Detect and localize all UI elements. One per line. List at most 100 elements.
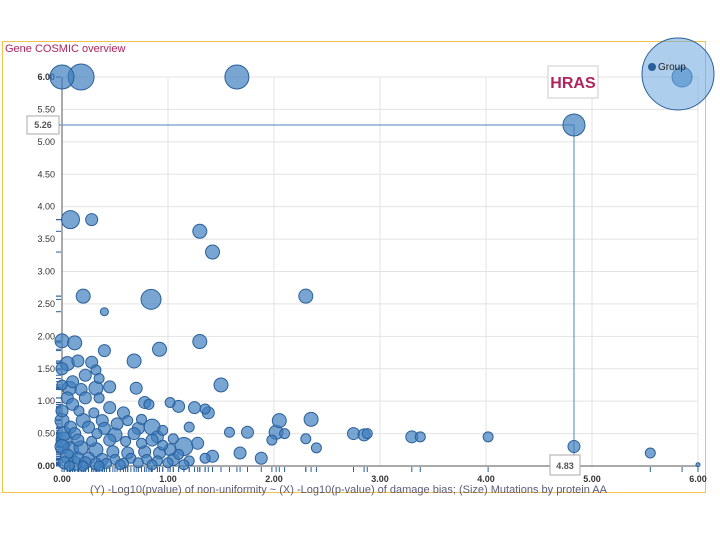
data-point[interactable] (63, 460, 75, 472)
panel-title: Gene COSMIC overview (5, 43, 126, 55)
data-point[interactable] (199, 403, 211, 415)
data-point[interactable] (167, 433, 179, 445)
data-point[interactable] (71, 433, 85, 447)
data-point[interactable] (132, 457, 144, 469)
data-point[interactable] (77, 460, 89, 472)
x-axis-title: (Y) -Log10(pvalue) of non-uniformity ~ (… (90, 484, 607, 496)
data-point[interactable] (188, 401, 201, 415)
data-point[interactable] (91, 428, 103, 440)
data-point[interactable] (122, 415, 134, 427)
data-point[interactable] (279, 428, 291, 440)
data-point[interactable] (85, 213, 99, 227)
data-point[interactable] (55, 404, 69, 418)
legend-size-bubble (641, 37, 715, 111)
data-point[interactable] (110, 417, 124, 431)
data-point[interactable] (191, 436, 205, 450)
data-point[interactable] (99, 307, 109, 317)
highlight-label-bg (547, 65, 599, 99)
data-point[interactable] (114, 459, 126, 471)
data-point[interactable] (300, 433, 312, 445)
data-point[interactable] (157, 424, 169, 436)
data-point[interactable] (103, 380, 117, 394)
data-point[interactable] (93, 372, 105, 384)
data-point[interactable] (224, 64, 250, 90)
data-point[interactable] (567, 440, 581, 454)
data-point[interactable] (97, 344, 111, 358)
axes: 0.00 1.00 2.00 3.00 4.00 5.00 6.00 0.00 0.50 1.00… (37, 72, 706, 484)
data-point[interactable] (66, 375, 80, 389)
data-point[interactable] (103, 401, 117, 415)
data-point[interactable] (145, 433, 159, 447)
data-point[interactable] (146, 459, 158, 471)
data-point[interactable] (60, 210, 80, 230)
data-point[interactable] (414, 431, 426, 443)
data-point[interactable] (136, 437, 147, 449)
data-point[interactable] (71, 354, 85, 368)
data-point[interactable] (199, 452, 211, 464)
y-tick-label: 3.00 (37, 267, 55, 277)
data-point[interactable] (223, 426, 235, 438)
data-point[interactable] (266, 434, 278, 446)
data-point[interactable] (140, 288, 162, 310)
y-tick-label: 2.00 (37, 331, 55, 341)
data-point[interactable] (73, 405, 85, 417)
highlight-y-value-box: 5.26 (26, 115, 60, 135)
data-point[interactable] (695, 462, 701, 468)
data-point[interactable] (103, 433, 117, 447)
y-tick-label: 0.00 (37, 461, 55, 471)
data-point[interactable] (482, 431, 494, 443)
data-point[interactable] (127, 427, 141, 441)
data-point[interactable] (129, 381, 143, 395)
data-point[interactable] (93, 392, 105, 404)
y-tick-label: 4.50 (37, 169, 55, 179)
data-point[interactable] (183, 421, 195, 433)
data-point[interactable] (55, 362, 69, 376)
legend[interactable]: Group (641, 37, 715, 111)
data-point[interactable] (205, 244, 221, 260)
data-point[interactable] (86, 435, 98, 447)
data-point[interactable] (126, 353, 142, 369)
data-point[interactable] (78, 391, 92, 405)
data-points[interactable] (49, 63, 701, 472)
data-point[interactable] (88, 407, 100, 419)
data-point[interactable] (298, 288, 314, 304)
x-tick-label: 2.00 (265, 474, 283, 484)
data-point[interactable] (233, 446, 247, 460)
data-point[interactable] (56, 379, 68, 391)
data-point[interactable] (136, 413, 147, 425)
data-point[interactable] (162, 457, 174, 469)
data-point[interactable] (120, 435, 132, 447)
data-point[interactable] (49, 64, 75, 90)
data-point[interactable] (78, 368, 92, 382)
data-point[interactable] (644, 447, 656, 459)
data-point[interactable] (271, 413, 287, 429)
data-point[interactable] (310, 442, 322, 454)
y-tick-label: 5.50 (37, 104, 55, 114)
data-point[interactable] (192, 223, 208, 239)
data-point[interactable] (192, 334, 208, 350)
data-point[interactable] (152, 341, 168, 357)
data-point[interactable] (241, 425, 254, 439)
data-point[interactable] (93, 460, 105, 472)
data-point[interactable] (164, 396, 176, 408)
data-point[interactable] (303, 411, 319, 427)
y-tick-label: 0.50 (37, 429, 55, 439)
data-point[interactable] (361, 428, 373, 440)
data-point[interactable] (178, 459, 190, 471)
data-point[interactable] (143, 398, 155, 410)
data-point[interactable] (213, 377, 229, 393)
data-point[interactable] (562, 113, 586, 137)
data-point[interactable] (75, 288, 91, 304)
data-point[interactable] (82, 420, 95, 434)
data-point[interactable] (254, 451, 268, 465)
y-tick-label: 2.50 (37, 299, 55, 309)
data-point[interactable] (173, 448, 185, 460)
data-point[interactable] (157, 439, 169, 451)
data-point[interactable] (54, 333, 70, 349)
data-point[interactable] (67, 335, 83, 351)
highlight-gene-label: HRAS (550, 75, 596, 92)
data-point[interactable] (347, 427, 360, 441)
y-tick-label: 4.00 (37, 202, 55, 212)
y-tick-label: 1.50 (37, 364, 55, 374)
